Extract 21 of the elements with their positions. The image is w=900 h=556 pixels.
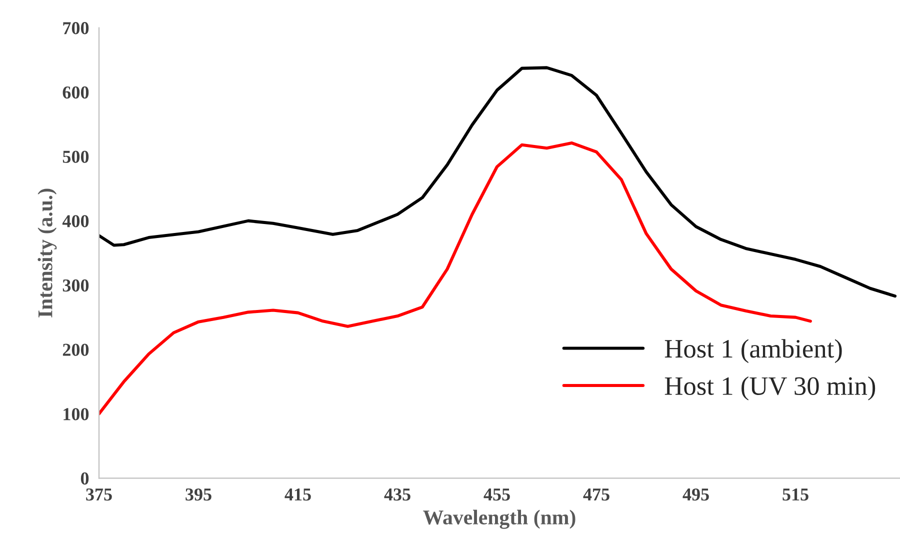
- legend-label: Host 1 (UV 30 min): [664, 376, 876, 400]
- x-tick-label: 435: [384, 488, 410, 501]
- y-tick-label: 300: [62, 279, 89, 292]
- y-tick-label: 200: [62, 344, 89, 356]
- x-tick-label: 475: [583, 488, 610, 501]
- legend-label: Host 1 (ambient): [664, 339, 842, 364]
- x-tick-label: 455: [484, 488, 510, 501]
- x-tick-label: 395: [186, 488, 212, 501]
- x-tick-label: 375: [86, 488, 112, 501]
- x-axis-title: Wavelength (nm): [423, 510, 576, 529]
- x-tick-label: 495: [682, 488, 709, 501]
- line-series: [99, 66, 897, 298]
- y-tick-label: 0: [80, 472, 89, 485]
- x-tick-label: 515: [782, 488, 808, 501]
- x-tick-label: 415: [284, 488, 311, 501]
- y-tick-label: 400: [62, 215, 89, 228]
- y-axis-title: Intensity (a.u.): [38, 188, 57, 318]
- y-tick-label: 500: [62, 150, 89, 163]
- y-tick-label: 700: [63, 22, 89, 34]
- y-tick-label: 100: [64, 408, 89, 420]
- y-tick-label: 600: [62, 86, 89, 99]
